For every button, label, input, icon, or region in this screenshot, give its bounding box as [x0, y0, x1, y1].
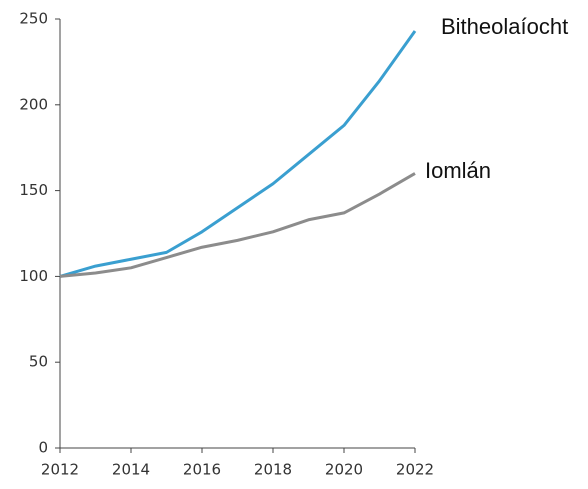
- x-tick-label: 2014: [112, 461, 150, 479]
- y-tick-label: 0: [38, 439, 48, 457]
- series-label: Bitheolaíocht: [441, 14, 569, 39]
- series-label: Iomlán: [425, 158, 492, 183]
- x-tick-label: 2020: [325, 461, 363, 479]
- x-tick-label: 2016: [183, 461, 221, 479]
- x-tick-label: 2022: [396, 461, 434, 479]
- x-tick-label: 2012: [41, 461, 79, 479]
- y-tick-label: 100: [19, 267, 48, 285]
- y-tick-label: 200: [19, 95, 48, 113]
- series-line: [59, 172, 416, 278]
- x-tick-label: 2018: [254, 461, 292, 479]
- y-tick-label: 250: [19, 10, 48, 28]
- series-line: [59, 30, 417, 278]
- y-tick-label: 150: [19, 181, 48, 199]
- y-tick-label: 50: [29, 353, 48, 371]
